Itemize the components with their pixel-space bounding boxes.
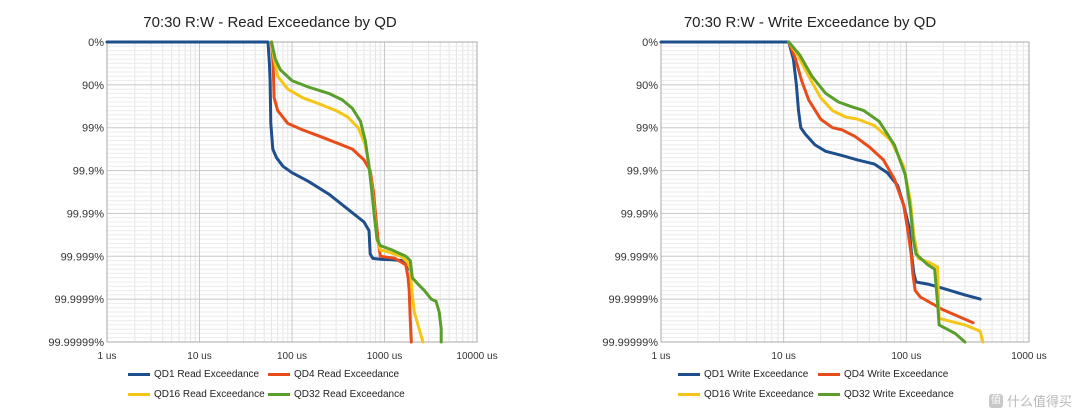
legend-label: QD1 Write Exceedance bbox=[704, 369, 809, 380]
y-tick-label: 99.99% bbox=[621, 208, 659, 220]
legend-item: QD16 Write Exceedance bbox=[678, 389, 814, 400]
y-tick-label: 99.9999% bbox=[54, 294, 104, 306]
read-exceedance-chart: 1 us 10 us 100 us 1000 us 10000 us 0% 90% 99% 99… bbox=[48, 37, 497, 362]
x-tick-label: 1000 us bbox=[367, 351, 403, 362]
legend-item: QD4 Write Exceedance bbox=[818, 369, 948, 380]
legend-label: QD4 Write Exceedance bbox=[844, 369, 949, 380]
legend-item: QD16 Read Exceedance bbox=[128, 389, 265, 400]
legend-swatch bbox=[678, 373, 700, 376]
y-tick-label: 99.99999% bbox=[602, 337, 658, 349]
plot-area bbox=[660, 41, 1030, 343]
y-tick-label: 99.999% bbox=[61, 251, 105, 263]
write-exceedance-chart: 1 us 10 us 100 us 1000 us 0% 90% 99% 99.9% 99.99… bbox=[602, 37, 1047, 362]
x-tick-label: 10000 us bbox=[456, 351, 497, 362]
legend-swatch bbox=[128, 373, 150, 376]
chart-title: 70:30 R:W - Read Exceedance by QD bbox=[143, 14, 397, 31]
legend-item: QD4 Read Exceedance bbox=[268, 369, 399, 380]
y-tick-label: 99% bbox=[636, 123, 658, 135]
watermark-badge: 值 bbox=[988, 393, 1003, 408]
y-tick-label: 0% bbox=[88, 37, 104, 49]
legend-swatch bbox=[268, 373, 290, 376]
y-tick-label: 99.9% bbox=[73, 166, 104, 178]
legend-label: QD16 Write Exceedance bbox=[704, 389, 814, 400]
legend-item: QD32 Write Exceedance bbox=[818, 389, 954, 400]
y-tick-label: 99.99999% bbox=[48, 337, 104, 349]
legend-swatch bbox=[818, 373, 840, 376]
write-exceedance-panel: 70:30 R:W - Write Exceedance by QD 1 us 1… bbox=[540, 0, 1080, 416]
y-tick-label: 90% bbox=[636, 80, 658, 92]
x-tick-label: 1 us bbox=[652, 351, 671, 362]
legend-swatch bbox=[128, 393, 150, 396]
x-tick-label: 100 us bbox=[277, 351, 307, 362]
legend-label: QD4 Read Exceedance bbox=[294, 369, 400, 380]
x-tick-label: 100 us bbox=[891, 351, 921, 362]
chart-title: 70:30 R:W - Write Exceedance by QD bbox=[683, 14, 937, 31]
read-exceedance-panel: 70:30 R:W - Read Exceedance by QD 1 us 10… bbox=[48, 14, 497, 400]
legend-swatch bbox=[678, 393, 700, 396]
y-tick-label: 99.999% bbox=[615, 251, 659, 263]
series-line bbox=[270, 40, 413, 344]
series-line bbox=[105, 40, 410, 271]
x-tick-label: 1 us bbox=[98, 351, 117, 362]
x-tick-label: 10 us bbox=[187, 351, 211, 362]
series-line bbox=[270, 40, 443, 344]
grid bbox=[660, 41, 1030, 343]
legend-label: QD16 Read Exceedance bbox=[154, 389, 265, 400]
y-tick-label: 90% bbox=[82, 80, 104, 92]
y-tick-label: 99.99% bbox=[67, 208, 105, 220]
legend-swatch bbox=[268, 393, 290, 396]
legend-label: QD32 Read Exceedance bbox=[294, 389, 405, 400]
y-tick-label: 99.9% bbox=[627, 166, 658, 178]
legend-item: QD1 Read Exceedance bbox=[128, 369, 259, 380]
x-tick-label: 1000 us bbox=[1011, 351, 1047, 362]
legend-item: QD1 Write Exceedance bbox=[678, 369, 808, 380]
legend-label: QD1 Read Exceedance bbox=[154, 369, 260, 380]
series-line bbox=[659, 40, 982, 301]
series-line bbox=[787, 40, 975, 325]
watermark: 值 什么值得买 bbox=[988, 391, 1072, 410]
y-tick-label: 99.9999% bbox=[608, 294, 658, 306]
grid bbox=[106, 41, 478, 343]
series-line bbox=[787, 40, 967, 344]
y-tick-label: 0% bbox=[642, 37, 658, 49]
y-tick-label: 99% bbox=[82, 123, 104, 135]
watermark-text: 什么值得买 bbox=[1006, 394, 1072, 409]
legend-swatch bbox=[818, 393, 840, 396]
legend-label: QD32 Write Exceedance bbox=[844, 389, 954, 400]
plot-area bbox=[106, 41, 478, 343]
legend-item: QD32 Read Exceedance bbox=[268, 389, 405, 400]
x-tick-label: 10 us bbox=[771, 351, 795, 362]
